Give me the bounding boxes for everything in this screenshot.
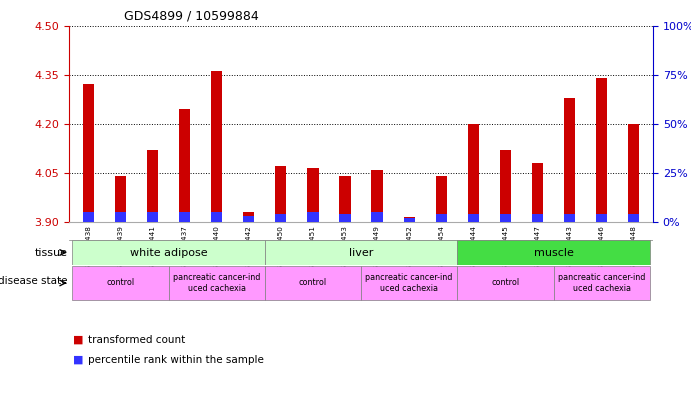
Bar (83, 84, 94, 222)
Text: disease state: disease state (0, 276, 68, 286)
Bar (147, 212, 158, 222)
Text: white adipose: white adipose (130, 248, 207, 257)
Bar (628, 124, 639, 222)
Bar (275, 166, 287, 222)
Bar (339, 214, 350, 222)
Bar (532, 214, 543, 222)
Text: pancreatic cancer-ind
uced cachexia: pancreatic cancer-ind uced cachexia (558, 273, 645, 293)
Bar (361, 266, 457, 300)
Bar (115, 212, 126, 222)
Bar (179, 212, 190, 222)
Bar (243, 212, 254, 222)
Bar (307, 212, 319, 222)
Text: tissue: tissue (35, 248, 68, 257)
Bar (83, 212, 94, 222)
Bar (275, 214, 287, 222)
Bar (73, 240, 265, 265)
Bar (147, 150, 158, 222)
Bar (596, 214, 607, 222)
Bar (404, 217, 415, 222)
Bar (372, 212, 383, 222)
Bar (468, 124, 479, 222)
Text: liver: liver (349, 248, 373, 257)
Bar (265, 240, 457, 265)
Bar (435, 176, 447, 222)
Bar (500, 214, 511, 222)
Text: control: control (106, 279, 135, 287)
Bar (265, 266, 361, 300)
Bar (115, 176, 126, 222)
Text: control: control (299, 279, 327, 287)
Text: muscle: muscle (533, 248, 574, 257)
Bar (169, 266, 265, 300)
Text: ■: ■ (73, 335, 83, 345)
Bar (372, 170, 383, 222)
Bar (211, 72, 223, 222)
Bar (532, 163, 543, 222)
Bar (243, 216, 254, 222)
Bar (553, 266, 650, 300)
Text: GDS4899 / 10599884: GDS4899 / 10599884 (124, 10, 259, 23)
Bar (404, 218, 415, 222)
Bar (596, 78, 607, 222)
Bar (564, 214, 575, 222)
Bar (211, 212, 223, 222)
Bar (435, 214, 447, 222)
Bar (468, 214, 479, 222)
Bar (307, 168, 319, 222)
Text: percentile rank within the sample: percentile rank within the sample (88, 354, 264, 365)
Bar (339, 176, 350, 222)
Text: control: control (491, 279, 520, 287)
Bar (457, 240, 650, 265)
Bar (73, 266, 169, 300)
Bar (179, 109, 190, 222)
Text: pancreatic cancer-ind
uced cachexia: pancreatic cancer-ind uced cachexia (366, 273, 453, 293)
Bar (457, 266, 553, 300)
Bar (500, 150, 511, 222)
Text: pancreatic cancer-ind
uced cachexia: pancreatic cancer-ind uced cachexia (173, 273, 261, 293)
Bar (628, 214, 639, 222)
Bar (564, 97, 575, 222)
Text: transformed count: transformed count (88, 335, 185, 345)
Text: ■: ■ (73, 354, 83, 365)
